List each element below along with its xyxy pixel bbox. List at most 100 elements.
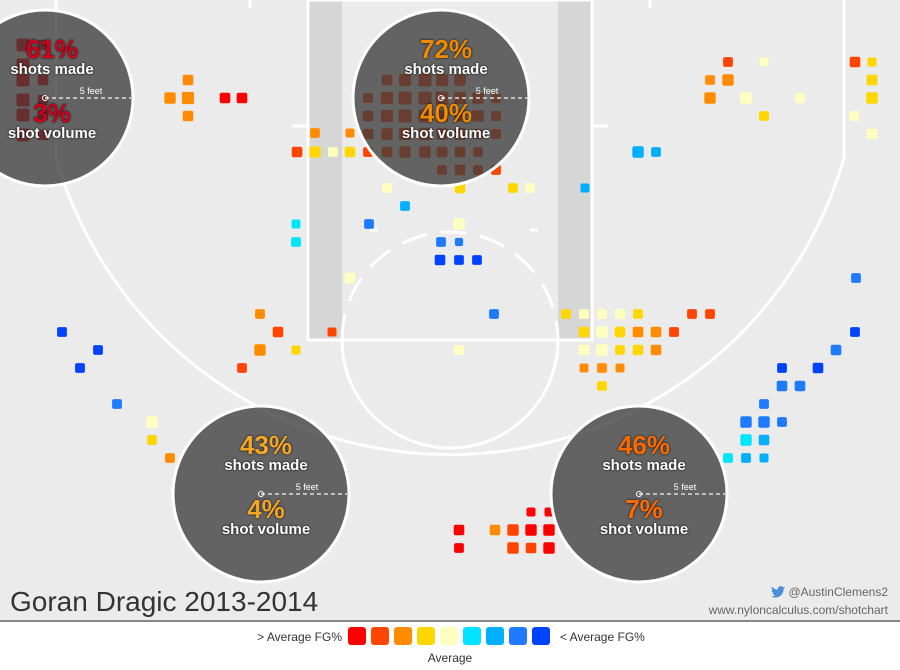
shot-dot — [615, 309, 625, 319]
shot-dot — [705, 309, 715, 319]
shot-dot — [867, 57, 877, 67]
shot-dot — [759, 453, 769, 463]
shot-dot — [777, 417, 787, 427]
shot-dot — [579, 363, 589, 373]
shot-dot — [309, 146, 321, 158]
shot-dot — [255, 309, 265, 319]
legend-below-average-label: < Average FG% — [560, 630, 645, 644]
zone-made-label: shots made — [10, 61, 94, 78]
shot-dot — [182, 74, 194, 86]
shot-dot — [740, 416, 752, 428]
shot-dot — [580, 183, 590, 193]
zone-right-wing: 46% shots made 7% shot volume — [554, 432, 734, 538]
legend-swatch — [486, 627, 504, 645]
scale-label: 5 feet — [674, 482, 697, 492]
shot-dot — [525, 542, 537, 554]
shot-dot — [507, 542, 519, 554]
shot-dot — [254, 344, 266, 356]
legend-swatch — [509, 627, 527, 645]
shot-dot — [632, 344, 644, 356]
color-legend: > Average FG% < Average FG% Average — [0, 624, 900, 670]
shot-dot — [146, 416, 158, 428]
shot-dot — [722, 74, 734, 86]
divider — [0, 620, 900, 622]
shot-dot — [454, 345, 464, 355]
zone-volume-pct: 4% — [247, 494, 285, 524]
shot-dot — [236, 92, 248, 104]
shot-dot — [759, 111, 769, 121]
shot-dot — [866, 74, 878, 86]
shot-dot — [615, 345, 625, 355]
shot-dot — [597, 309, 607, 319]
shot-dot — [812, 362, 824, 374]
zone-volume-label: shot volume — [401, 125, 491, 142]
shot-dot — [454, 255, 464, 265]
twitter-handle: @AustinClemens2 — [788, 585, 888, 599]
legend-swatch — [440, 627, 458, 645]
shot-dot — [344, 146, 356, 158]
shot-dot — [436, 237, 446, 247]
shot-dot — [777, 363, 787, 373]
zone-volume-pct: 7% — [625, 494, 663, 524]
shot-dot — [794, 380, 806, 392]
shot-dot — [345, 128, 355, 138]
zone-volume-pct: 40% — [419, 98, 473, 128]
shot-dot — [851, 273, 861, 283]
twitter-bird-icon — [771, 586, 786, 598]
shot-chart-court: 5 feet 5 feet 5 feet 5 feet 61% shots made … — [0, 0, 900, 620]
twitter-credit[interactable]: @AustinClemens2 — [771, 585, 888, 599]
shot-dot — [219, 92, 231, 104]
shot-dot — [849, 56, 861, 68]
shot-dot — [112, 399, 122, 409]
legend-average-label: Average — [427, 651, 473, 665]
source-url[interactable]: www.nyloncalculus.com/shotchart — [708, 603, 888, 617]
shot-dot — [472, 255, 482, 265]
shot-dot — [579, 309, 589, 319]
shot-dot — [526, 507, 536, 517]
shot-dot — [525, 524, 537, 536]
zone-left-corner: 61% shots made 3% shot volume — [0, 36, 142, 142]
shot-dot — [75, 363, 85, 373]
zone-made-label: shots made — [404, 61, 488, 78]
shot-dot — [328, 147, 338, 157]
zone-made-pct: 61% — [25, 34, 79, 64]
shot-dot — [164, 92, 176, 104]
shot-dot — [291, 237, 301, 247]
shot-dot — [758, 416, 770, 428]
shot-dot — [704, 92, 716, 104]
shot-dot — [705, 75, 715, 85]
scale-center-marker — [42, 95, 48, 101]
legend-swatch — [417, 627, 435, 645]
zone-made-label: shots made — [602, 457, 686, 474]
shot-dot — [633, 309, 643, 319]
shot-dot — [650, 326, 662, 338]
shot-dot — [489, 524, 501, 536]
shot-dot — [578, 326, 590, 338]
shot-dot — [181, 91, 195, 105]
zone-volume-label: shot volume — [599, 521, 689, 538]
scale-center-marker — [258, 491, 264, 497]
shot-dot — [400, 201, 410, 211]
shot-dot — [453, 524, 465, 536]
shot-dot — [597, 363, 607, 373]
zone-volume-pct: 3% — [33, 98, 71, 128]
shot-dot — [650, 344, 662, 356]
scale-label: 5 feet — [80, 86, 103, 96]
shot-dot — [382, 183, 392, 193]
shot-dot — [651, 147, 661, 157]
shot-dot — [740, 434, 752, 446]
shot-dot — [310, 128, 320, 138]
shot-dot — [454, 543, 464, 553]
legend-above-average-label: > Average FG% — [257, 630, 342, 644]
shot-dot — [291, 146, 303, 158]
shot-dot — [669, 327, 679, 337]
shot-dot — [454, 237, 464, 247]
zone-made-pct: 43% — [239, 430, 293, 460]
shot-dot — [543, 524, 555, 536]
shot-dot — [327, 327, 337, 337]
zone-volume-label: shot volume — [221, 521, 311, 538]
shot-dot — [364, 219, 374, 229]
shot-dot — [525, 183, 535, 193]
shot-dot — [723, 453, 733, 463]
chart-title: Goran Dragic 2013-2014 — [10, 586, 319, 617]
